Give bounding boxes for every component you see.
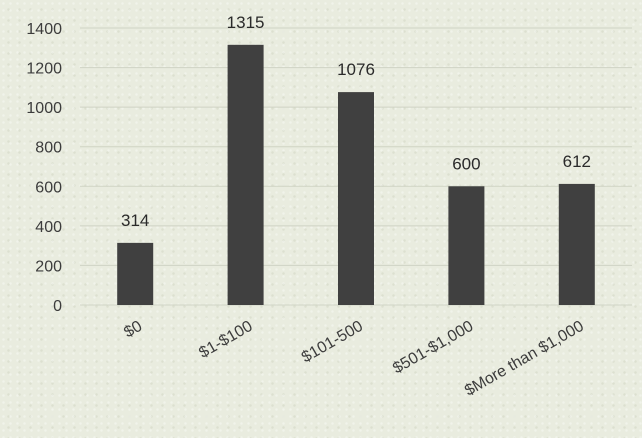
bar [338,92,374,305]
data-label: 314 [121,211,149,230]
bars [117,44,595,305]
bar [117,242,154,305]
y-tick-label: 1200 [26,61,62,78]
x-category-label: $101-500 [299,318,366,367]
x-axis-category-labels: $0 $1-$100 $101-500 $501-$1,000$More than $… [121,318,587,400]
data-labels: 314 1315 1076 600 612 [121,13,591,230]
data-label: 1315 [227,13,265,32]
y-tick-label: 400 [35,219,62,236]
bar [448,186,485,305]
y-tick-label: 200 [35,258,62,275]
y-tick-label: 1400 [26,21,62,38]
y-tick-label: 0 [53,298,62,315]
y-tick-label: 1000 [26,100,62,117]
y-axis-tick-labels: 0 200 400 600 800 1000 1200 1400 [26,21,62,315]
data-label: 612 [563,152,591,171]
y-tick-label: 800 [35,140,62,157]
bar [227,44,264,305]
x-category-label: $1-$100 [196,318,255,362]
x-category-label: $501-$1,000 [390,318,476,378]
data-label: 600 [452,154,480,173]
bar [558,183,595,305]
x-category-label: $0 [121,318,145,342]
x-category-label: $More than $1,000 [462,318,587,400]
data-label: 1076 [337,60,375,79]
y-tick-label: 600 [35,179,62,196]
